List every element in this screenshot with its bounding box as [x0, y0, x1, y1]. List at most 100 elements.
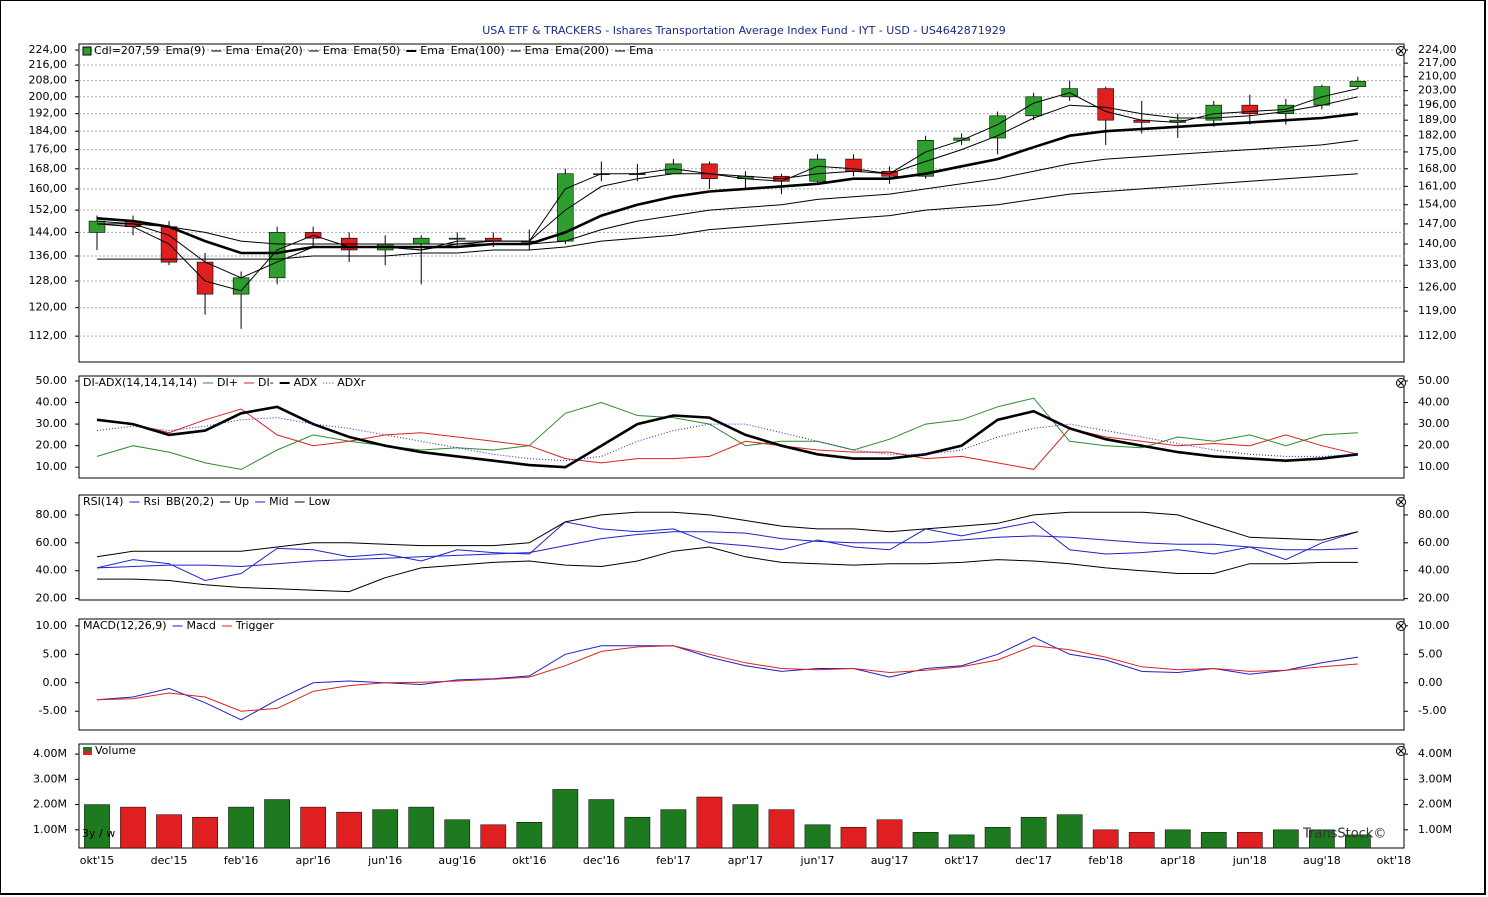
volume-bar	[1345, 834, 1371, 849]
y-tick-label: 168,00	[29, 162, 68, 175]
legend-swatch	[82, 46, 92, 56]
y-tick-label: 20.00	[36, 439, 68, 452]
volume-bar	[516, 822, 543, 849]
x-tick-label: apr'16	[296, 854, 331, 867]
y2-tick-label: 4.00M	[1418, 747, 1452, 760]
volume-bar	[984, 827, 1011, 849]
legend-label: Mid	[269, 495, 289, 508]
y-tick-label: 136,00	[29, 249, 68, 262]
x-tick-label: jun'17	[799, 854, 834, 867]
legend-label: DI-ADX(14,14,14,14)	[83, 376, 197, 389]
legend-label: Up	[234, 495, 249, 508]
legend-label: Ema	[629, 44, 653, 57]
volume-bar	[1164, 829, 1191, 849]
candle-body	[1097, 88, 1114, 121]
volume-bar	[408, 806, 435, 849]
close-icon	[1398, 748, 1404, 754]
y-tick-label: 2.00M	[33, 798, 67, 811]
y-tick-label: 160,00	[29, 182, 68, 195]
legend-label: Ema	[420, 44, 444, 57]
volume-bar	[768, 809, 795, 849]
y-tick-label: 120,00	[29, 301, 68, 314]
legend-label: Low	[309, 495, 331, 508]
series-line	[96, 88, 1359, 292]
series-line	[96, 645, 1358, 712]
close-icon	[1398, 48, 1404, 54]
series-line	[97, 546, 1358, 593]
legend-label: BB(20,2)	[166, 495, 214, 508]
series-line	[97, 96, 1359, 279]
y2-tick-label: 20.00	[1418, 592, 1450, 605]
y2-tick-label: 80.00	[1418, 508, 1450, 521]
legend-label: ADX	[294, 376, 318, 389]
legend-label: Macd	[187, 619, 216, 632]
volume-bar	[876, 819, 903, 849]
y2-tick-label: 147,00	[1418, 217, 1457, 230]
y-tick-label: 208,00	[29, 74, 68, 87]
y2-tick-label: -5.00	[1418, 704, 1446, 717]
close-icon	[1398, 499, 1404, 505]
legend-swatch	[83, 747, 92, 751]
x-tick-label: okt'18	[1377, 854, 1411, 867]
chart-title: USA ETF & TRACKERS - Ishares Transportat…	[482, 24, 1006, 37]
y-tick-label: 152,00	[29, 203, 68, 216]
candle-body	[1349, 81, 1367, 87]
x-tick-label: jun'16	[367, 854, 402, 867]
y2-tick-label: 203,00	[1418, 84, 1457, 97]
volume-bar	[624, 816, 651, 849]
legend-label: Ema(200)	[555, 44, 609, 57]
candle-body	[232, 277, 250, 295]
y2-tick-label: 112,00	[1418, 329, 1457, 342]
volume-bar	[1092, 829, 1119, 849]
candle-body	[88, 220, 106, 233]
y2-tick-label: 189,00	[1418, 113, 1457, 126]
series-line	[97, 173, 1358, 260]
legend-label: DI+	[217, 376, 238, 389]
y-tick-label: 80.00	[36, 508, 68, 521]
series-line	[96, 636, 1358, 721]
y-tick-label: 10.00	[36, 619, 68, 632]
candle-body	[196, 261, 214, 295]
series-line	[96, 511, 1359, 558]
x-tick-label: okt'17	[944, 854, 978, 867]
volume-bar	[696, 796, 723, 849]
period-label: 3y / w	[82, 827, 115, 840]
x-tick-label: dec'17	[1015, 854, 1052, 867]
y2-tick-label: 3.00M	[1418, 772, 1452, 785]
volume-bar	[1272, 829, 1299, 849]
y-tick-label: 10.00	[36, 460, 68, 473]
volume-bar	[1020, 816, 1047, 849]
y-tick-label: 224,00	[29, 43, 68, 56]
y-tick-label: 200,00	[29, 90, 68, 103]
volume-bar	[192, 816, 218, 849]
y-tick-label: 128,00	[29, 274, 68, 287]
volume-bar	[336, 811, 363, 849]
series-line	[96, 139, 1358, 245]
volume-bar	[588, 799, 615, 849]
volume-bar	[732, 804, 759, 849]
y2-tick-label: 2.00M	[1418, 798, 1452, 811]
y-tick-label: 3.00M	[33, 772, 67, 785]
x-tick-label: aug'17	[871, 854, 909, 867]
legend-label: Ema(20)	[256, 44, 303, 57]
y-tick-label: 40.00	[36, 396, 68, 409]
legend-label: RSI(14)	[83, 495, 123, 508]
candle-body	[412, 237, 430, 245]
volume-bar	[228, 806, 254, 849]
candle-body	[1205, 104, 1223, 121]
y-tick-label: 184,00	[29, 124, 68, 137]
y-tick-label: 60.00	[36, 536, 68, 549]
panel-frame	[78, 494, 1405, 601]
y2-tick-label: 161,00	[1418, 179, 1457, 192]
x-tick-label: apr'17	[728, 854, 763, 867]
y2-tick-label: 40.00	[1418, 564, 1450, 577]
watermark: TransStock©	[1302, 827, 1386, 842]
volume-bar	[660, 809, 687, 849]
y-tick-label: 40.00	[36, 564, 68, 577]
series-line	[96, 521, 1359, 582]
y-tick-label: 1.00M	[33, 823, 67, 836]
y2-tick-label: 133,00	[1418, 258, 1457, 271]
y-tick-label: 30.00	[36, 417, 68, 430]
x-tick-label: dec'16	[583, 854, 620, 867]
panel-frame	[78, 618, 1405, 731]
